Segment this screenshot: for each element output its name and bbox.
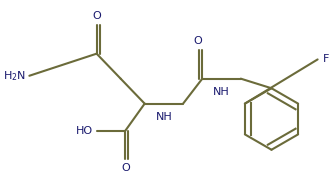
Text: O: O xyxy=(92,11,101,21)
Text: O: O xyxy=(193,36,202,46)
Text: NH: NH xyxy=(155,112,172,122)
Text: F: F xyxy=(322,54,329,64)
Text: NH: NH xyxy=(213,87,230,97)
Text: H$_2$N: H$_2$N xyxy=(3,69,25,83)
Text: O: O xyxy=(121,163,130,173)
Text: HO: HO xyxy=(76,125,93,136)
